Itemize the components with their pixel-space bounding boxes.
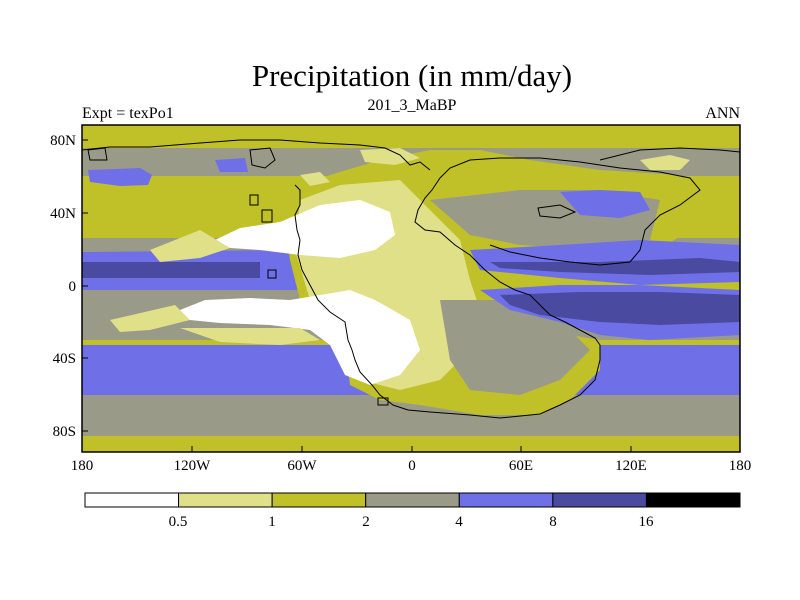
coastline-arctic-north — [82, 139, 431, 171]
colorbar-label-3: 4 — [455, 514, 463, 530]
x-axis: 180 120W 60W 0 60E 120E 180 — [71, 446, 752, 474]
pacific-itcz-dark — [490, 258, 740, 275]
coastline-small-isle-1 — [249, 194, 259, 206]
colorbar-label-2: 2 — [362, 514, 370, 530]
gray-south-asia — [440, 300, 590, 395]
season-label: ANN — [705, 105, 740, 122]
south-highlat-gray-band — [82, 395, 740, 436]
coastline-south-small-isle — [377, 397, 389, 406]
colorbar-boxes — [84, 492, 741, 508]
colorbar-box-6 — [645, 492, 741, 508]
colorbar-box-2 — [271, 492, 367, 508]
arctic-blue-patch — [88, 168, 152, 186]
y-tick-label-4: 80S — [53, 424, 76, 440]
colorbar-label-4: 8 — [549, 514, 557, 530]
south-polar-band — [82, 436, 740, 452]
x-tick-label-1: 120W — [174, 458, 212, 474]
colorbar-box-1 — [178, 492, 273, 508]
y-tick-label-3: 40S — [53, 351, 76, 367]
colorbar: 0.5 1 2 4 8 16 — [84, 492, 741, 530]
arctic-light-patch-3 — [300, 172, 330, 186]
coastline-arctic-east — [599, 147, 740, 161]
experiment-label: Expt = texPo1 — [82, 105, 174, 122]
colorbar-box-4 — [458, 492, 554, 508]
southern-ocean-gray-patch — [610, 350, 740, 380]
coastline-eurasia-north — [469, 157, 701, 266]
arctic-light-patch-1 — [640, 155, 690, 170]
coastline-small-isle-4 — [537, 204, 577, 219]
wet-regions — [88, 158, 740, 380]
north-pacific-blue-patch — [215, 158, 248, 172]
y-axis: 80N 40N 0 40S 80S — [50, 133, 88, 440]
map-frame — [81, 124, 741, 453]
coastline-north-island — [87, 147, 108, 161]
colorbar-label-0: 0.5 — [169, 514, 188, 530]
colorbar-box-3 — [365, 492, 460, 508]
y-tick-label-2: 0 — [69, 279, 77, 295]
south-atlantic-dry-tongue — [175, 290, 420, 385]
arctic-light-patches — [300, 148, 690, 186]
coastline-small-isle-2 — [261, 209, 273, 223]
south-atlantic-light-ring — [110, 305, 190, 332]
coastline-small-isle-3 — [267, 269, 277, 279]
x-tick-label-0: 180 — [71, 458, 94, 474]
itcz-dark-band — [82, 262, 260, 278]
x-tick-label-6: 180 — [729, 458, 752, 474]
north-atlantic-dry-tongue — [215, 200, 395, 258]
x-tick-label-4: 60E — [509, 458, 533, 474]
coastline-americas — [294, 184, 409, 411]
chart-title: Precipitation (in mm/day) — [252, 58, 572, 93]
dry-regions — [110, 200, 420, 385]
coastlines — [82, 139, 740, 419]
north-polar-band — [82, 125, 740, 148]
x-tick-label-3: 0 — [408, 458, 416, 474]
y-ticks-left — [82, 139, 88, 432]
indian-ocean-dark — [500, 292, 740, 325]
north-atlantic-light-ring — [150, 230, 230, 262]
north-atlantic-blue-patch — [560, 190, 650, 218]
coastline-africa-west — [407, 159, 601, 419]
colorbar-label-1: 1 — [268, 514, 276, 530]
x-ticks-bottom — [81, 446, 741, 452]
southern-light-ring — [180, 328, 320, 345]
colorbar-label-5: 16 — [639, 514, 655, 530]
x-tick-label-2: 60W — [287, 458, 317, 474]
y-tick-label-1: 40N — [50, 206, 76, 222]
y-tick-label-0: 80N — [50, 133, 76, 149]
map-field — [82, 125, 740, 452]
time-label: 201_3_MaBP — [368, 97, 457, 114]
coastline-greenland — [249, 147, 276, 169]
arctic-light-patch-2 — [360, 148, 420, 165]
x-tick-label-5: 120E — [615, 458, 647, 474]
colorbar-box-0 — [84, 492, 180, 508]
colorbar-box-5 — [552, 492, 647, 508]
